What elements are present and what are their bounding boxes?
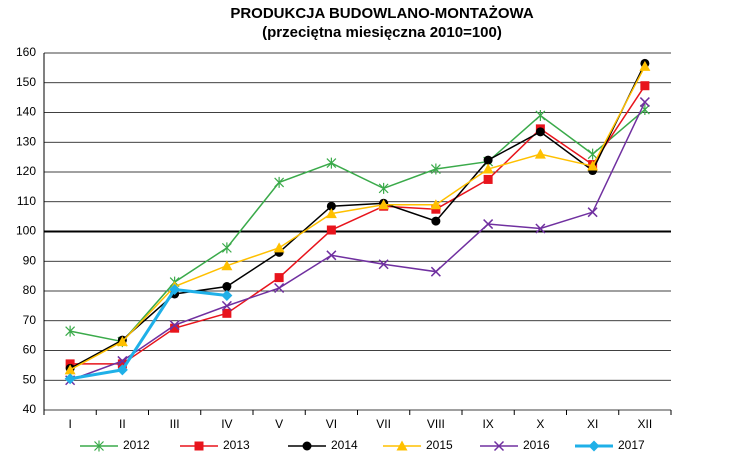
legend-label: 2014: [331, 438, 358, 452]
y-tick-label: 60: [23, 343, 37, 357]
legend-marker: [396, 440, 408, 451]
legend-marker: [302, 441, 312, 451]
data-point: [221, 260, 233, 271]
data-point: [325, 208, 337, 219]
series-line: [70, 85, 646, 365]
x-tick-label: X: [536, 417, 544, 431]
data-point: [222, 308, 232, 318]
data-point: [535, 223, 546, 234]
x-tick-label: II: [119, 417, 126, 431]
legend-marker: [94, 440, 104, 452]
x-tick-label: XII: [638, 417, 653, 431]
data-point: [430, 163, 441, 175]
y-tick-label: 120: [16, 164, 36, 178]
data-point: [430, 266, 441, 277]
chart-title: PRODUKCJA BUDOWLANO-MONTAŻOWA: [230, 5, 533, 22]
data-point: [117, 359, 127, 369]
chart-subtitle: (przeciętna miesięczna 2010=100): [262, 24, 502, 41]
legend-marker: [194, 441, 204, 451]
legend-marker: [588, 440, 600, 452]
data-point: [273, 242, 285, 253]
legend-label: 2016: [523, 438, 550, 452]
data-point: [274, 273, 284, 283]
data-point: [483, 155, 493, 165]
data-point: [431, 216, 441, 226]
series-line: [69, 63, 646, 370]
y-tick-label: 70: [23, 313, 37, 327]
y-tick-label: 100: [16, 224, 36, 238]
series-line: [69, 108, 646, 343]
y-tick-label: 40: [23, 402, 37, 416]
y-tick-label: 150: [16, 75, 36, 89]
data-point: [639, 104, 650, 116]
data-point: [221, 242, 232, 254]
y-tick-label: 50: [23, 372, 37, 386]
data-point: [535, 109, 546, 121]
data-point: [65, 325, 76, 337]
x-tick-label: VII: [376, 417, 391, 431]
data-point: [483, 174, 493, 184]
legend-marker: [493, 440, 505, 452]
data-point: [169, 320, 180, 331]
data-point: [378, 199, 390, 210]
data-point: [64, 364, 76, 375]
data-point: [222, 282, 232, 292]
legend-label: 2013: [223, 438, 250, 452]
data-point: [274, 176, 285, 188]
x-tick-label: XI: [587, 417, 598, 431]
x-tick-label: I: [68, 417, 71, 431]
data-point: [482, 163, 494, 174]
legend-label: 2012: [123, 438, 150, 452]
x-tick-label: VI: [326, 417, 337, 431]
data-point: [378, 259, 389, 270]
data-point: [639, 60, 651, 71]
data-point: [116, 364, 128, 376]
y-tick-label: 80: [23, 283, 37, 297]
data-point: [430, 199, 442, 210]
data-point: [326, 250, 337, 261]
data-point: [534, 148, 546, 159]
series-line: [69, 66, 646, 371]
data-point: [64, 373, 76, 385]
legend-label: 2015: [426, 438, 453, 452]
data-point: [116, 336, 128, 347]
x-tick-label: VIII: [427, 417, 445, 431]
data-point: [378, 182, 389, 194]
y-tick-label: 140: [16, 105, 36, 119]
data-point: [170, 323, 180, 333]
x-tick-label: III: [170, 417, 180, 431]
y-tick-label: 130: [16, 134, 36, 148]
series-line: [69, 101, 646, 381]
series-line: [69, 287, 228, 381]
x-tick-label: IX: [482, 417, 493, 431]
x-tick-label: V: [275, 417, 283, 431]
data-point: [587, 148, 598, 160]
data-point: [639, 97, 650, 108]
data-point: [169, 284, 181, 296]
data-point: [587, 160, 599, 171]
data-point: [326, 225, 336, 235]
data-point: [221, 300, 232, 311]
legend-label: 2017: [618, 438, 645, 452]
y-tick-label: 160: [16, 45, 36, 59]
y-tick-label: 90: [23, 253, 37, 267]
data-point: [326, 157, 337, 169]
x-tick-label: IV: [221, 417, 232, 431]
data-point: [326, 201, 336, 211]
data-point: [587, 207, 598, 218]
data-point: [535, 127, 545, 137]
data-point: [483, 219, 494, 230]
data-point: [274, 282, 285, 294]
data-point: [640, 81, 650, 91]
data-point: [221, 289, 233, 301]
y-tick-label: 110: [17, 194, 36, 208]
